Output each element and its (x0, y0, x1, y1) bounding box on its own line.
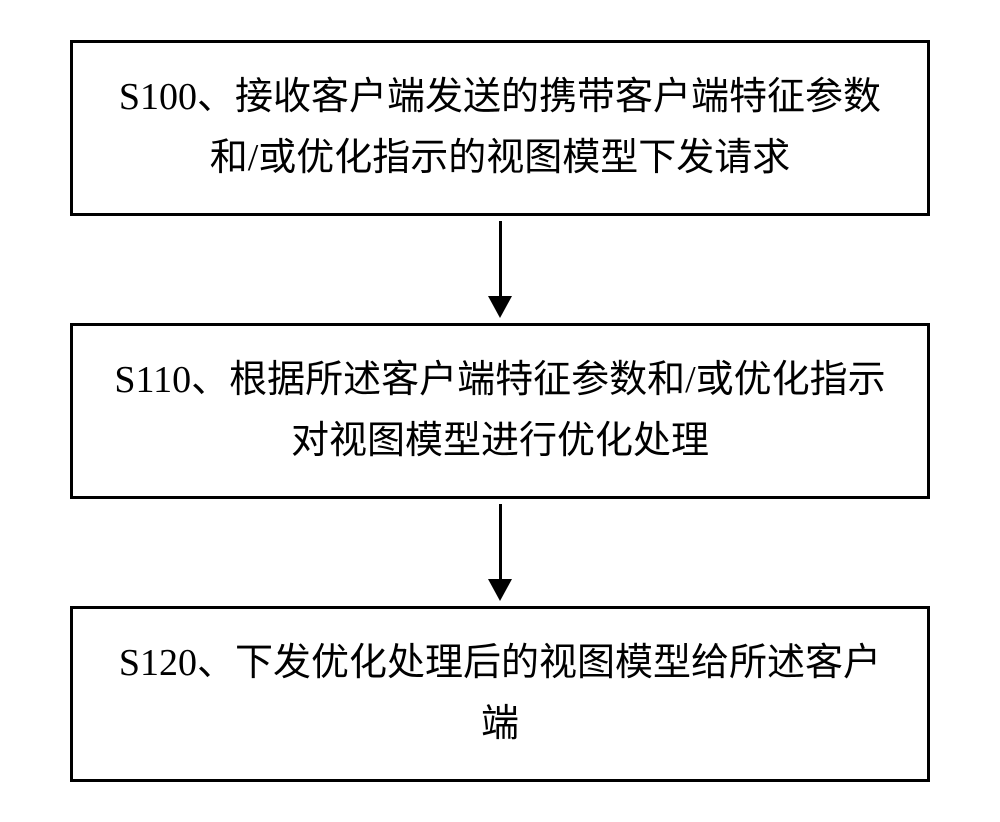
step-s100-text: S100、接收客户端发送的携带客户端特征参数和/或优化指示的视图模型下发请求 (119, 76, 881, 179)
arrow-s110-to-s120 (488, 499, 512, 607)
step-s110-box: S110、根据所述客户端特征参数和/或优化指示对视图模型进行优化处理 (70, 323, 930, 499)
arrow-line-icon (499, 504, 502, 579)
arrow-head-icon (488, 296, 512, 318)
arrow-s100-to-s110 (488, 216, 512, 324)
step-s120-text: S120、下发优化处理后的视图模型给所述客户端 (119, 642, 881, 745)
arrow-head-icon (488, 579, 512, 601)
step-s110-text: S110、根据所述客户端特征参数和/或优化指示对视图模型进行优化处理 (114, 359, 885, 462)
arrow-line-icon (499, 221, 502, 296)
step-s100-box: S100、接收客户端发送的携带客户端特征参数和/或优化指示的视图模型下发请求 (70, 40, 930, 216)
step-s120-box: S120、下发优化处理后的视图模型给所述客户端 (70, 606, 930, 782)
